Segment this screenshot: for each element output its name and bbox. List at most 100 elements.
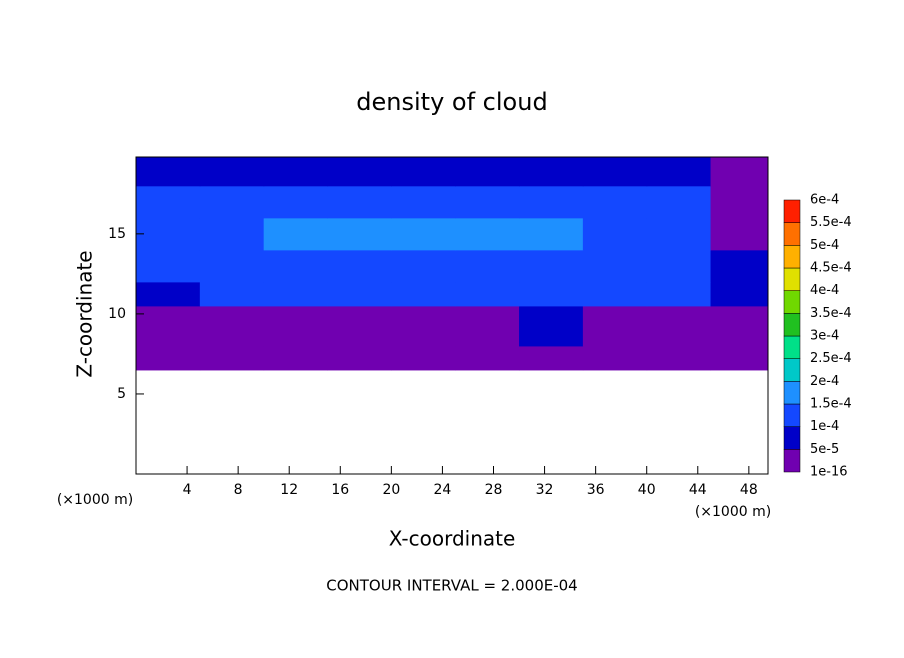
contour-cell [710, 305, 769, 347]
contour-cell [263, 157, 329, 187]
contour-cell [136, 157, 201, 187]
contour-cell [646, 217, 712, 251]
contour-cell [519, 185, 584, 219]
x-tick-label: 28 [485, 482, 503, 498]
colorbar-label: 6e-4 [810, 193, 839, 208]
x-tick-label: 20 [382, 482, 400, 498]
contour-cell [136, 305, 201, 347]
contour-cell [582, 157, 648, 187]
contour-cell [136, 185, 201, 219]
contour-cell [136, 281, 201, 307]
contour-cell [136, 249, 201, 283]
contour-cell [199, 217, 265, 251]
colorbar-label: 1e-16 [810, 465, 848, 480]
contour-cell [455, 345, 520, 371]
contour-cell [710, 217, 769, 251]
contour-cell [582, 217, 648, 251]
colorbar-box [783, 199, 801, 223]
contour-cell [327, 217, 392, 251]
colorbar-box [783, 381, 801, 405]
colorbar-box [783, 335, 801, 359]
contour-cell [582, 249, 648, 283]
y-axis-label: Z-coordinate [73, 250, 97, 377]
colorbar-box [783, 426, 801, 450]
contour-cell [710, 249, 769, 283]
contour-cell [519, 217, 584, 251]
contour-cell [263, 217, 329, 251]
contour-cell [391, 281, 456, 307]
contour-cell [391, 185, 456, 219]
x-axis-label: X-coordinate [389, 527, 516, 551]
contour-cell [519, 281, 584, 307]
colorbar-label: 5.5e-4 [810, 215, 852, 230]
contour-cell [327, 157, 392, 187]
contour-cell [646, 185, 712, 219]
colorbar-label: 3.5e-4 [810, 306, 852, 321]
contour-cell [455, 305, 520, 347]
y-tick-label: 10 [108, 306, 126, 322]
contour-cell [455, 185, 520, 219]
contour-cell [391, 217, 456, 251]
colorbar-box [783, 267, 801, 291]
contour-cell [710, 157, 769, 187]
contour-cell [519, 249, 584, 283]
colorbar-label: 4.5e-4 [810, 261, 852, 276]
x-tick-label: 12 [280, 482, 298, 498]
contour-cell [199, 249, 265, 283]
contour-cell [327, 185, 392, 219]
colorbar-label: 3e-4 [810, 329, 839, 344]
contour-cell [327, 249, 392, 283]
contour-cell [391, 305, 456, 347]
contour-cell [519, 305, 584, 347]
y-tick-label: 5 [117, 386, 126, 402]
x-tick-label: 48 [740, 482, 758, 498]
contour-cell [582, 281, 648, 307]
contour-cell [199, 345, 265, 371]
colorbar-box [783, 449, 801, 473]
colorbar-box [783, 245, 801, 269]
x-tick-label: 4 [183, 482, 192, 498]
contour-cell [263, 305, 329, 347]
contour-cell [710, 185, 769, 219]
contour-cell [582, 305, 648, 347]
contour-cell [646, 281, 712, 307]
colorbar-box [783, 403, 801, 427]
contour-cell [136, 217, 201, 251]
contour-cell [327, 281, 392, 307]
contour-cell [455, 249, 520, 283]
contour-cell [519, 345, 584, 371]
contour-cell [199, 305, 265, 347]
x-tick-label: 16 [331, 482, 349, 498]
contour-cell [327, 345, 392, 371]
colorbar-label: 2e-4 [810, 374, 839, 389]
chart-title: density of cloud [356, 88, 547, 116]
contour-cell [263, 185, 329, 219]
contour-cell [391, 249, 456, 283]
x-tick-label: 36 [587, 482, 605, 498]
x-tick-label: 44 [689, 482, 707, 498]
x-unit-label: (×1000 m) [695, 504, 771, 520]
colorbar-box [783, 290, 801, 314]
contour-cell [391, 345, 456, 371]
colorbar-box [783, 313, 801, 337]
contour-cell [263, 281, 329, 307]
x-tick-label: 24 [434, 482, 452, 498]
contour-cell [710, 281, 769, 307]
x-tick-label: 8 [234, 482, 243, 498]
contour-cell [582, 345, 648, 371]
colorbar-label: 4e-4 [810, 283, 839, 298]
contour-cell [646, 249, 712, 283]
contour-cell [136, 345, 201, 371]
contour-cell [646, 305, 712, 347]
colorbar-label: 2.5e-4 [810, 351, 852, 366]
y-tick-label: 15 [108, 226, 126, 242]
x-tick-label: 40 [638, 482, 656, 498]
colorbar-label: 1.5e-4 [810, 397, 852, 412]
colorbar-box [783, 358, 801, 382]
colorbar-label: 1e-4 [810, 419, 839, 434]
contour-cell [327, 305, 392, 347]
contour-cell [582, 185, 648, 219]
contour-cell [199, 185, 265, 219]
footer: CONTOUR INTERVAL = 2.000E-04 [326, 577, 577, 595]
